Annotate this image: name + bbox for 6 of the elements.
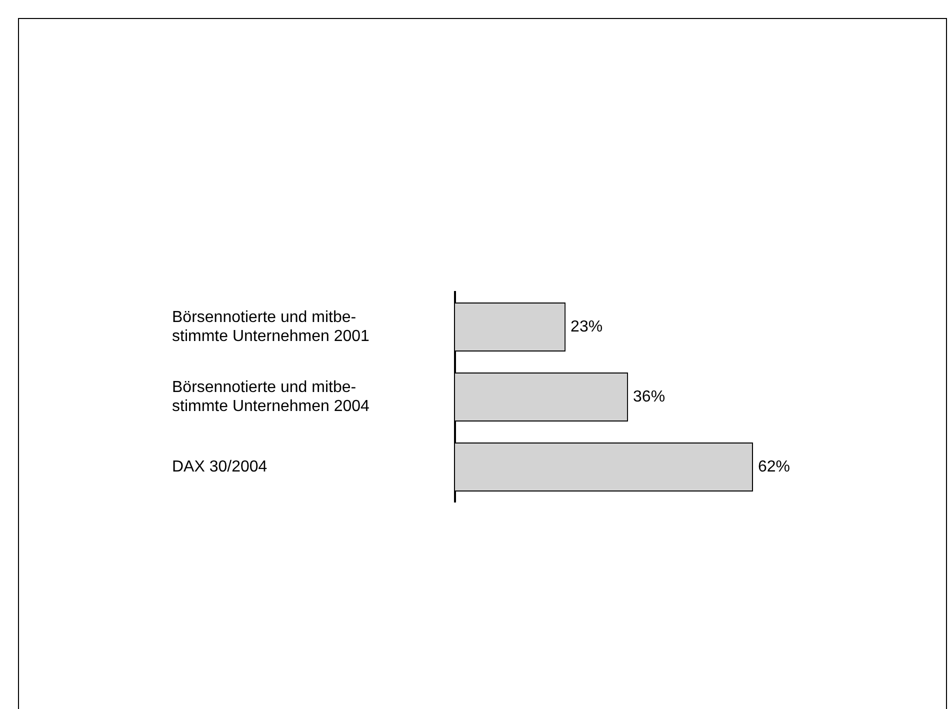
y-tick-label: Börsennotierte und mitbe- stimmte Unternehmen 2004 <box>172 378 370 416</box>
y-tick-label: DAX 30/2004 <box>172 458 268 476</box>
data-label: 23% <box>570 318 603 336</box>
data-label: 36% <box>633 388 666 406</box>
y-tick-label: Börsennotierte und mitbe- stimmte Unternehmen 2001 <box>172 308 370 346</box>
data-label: 62% <box>758 458 790 476</box>
